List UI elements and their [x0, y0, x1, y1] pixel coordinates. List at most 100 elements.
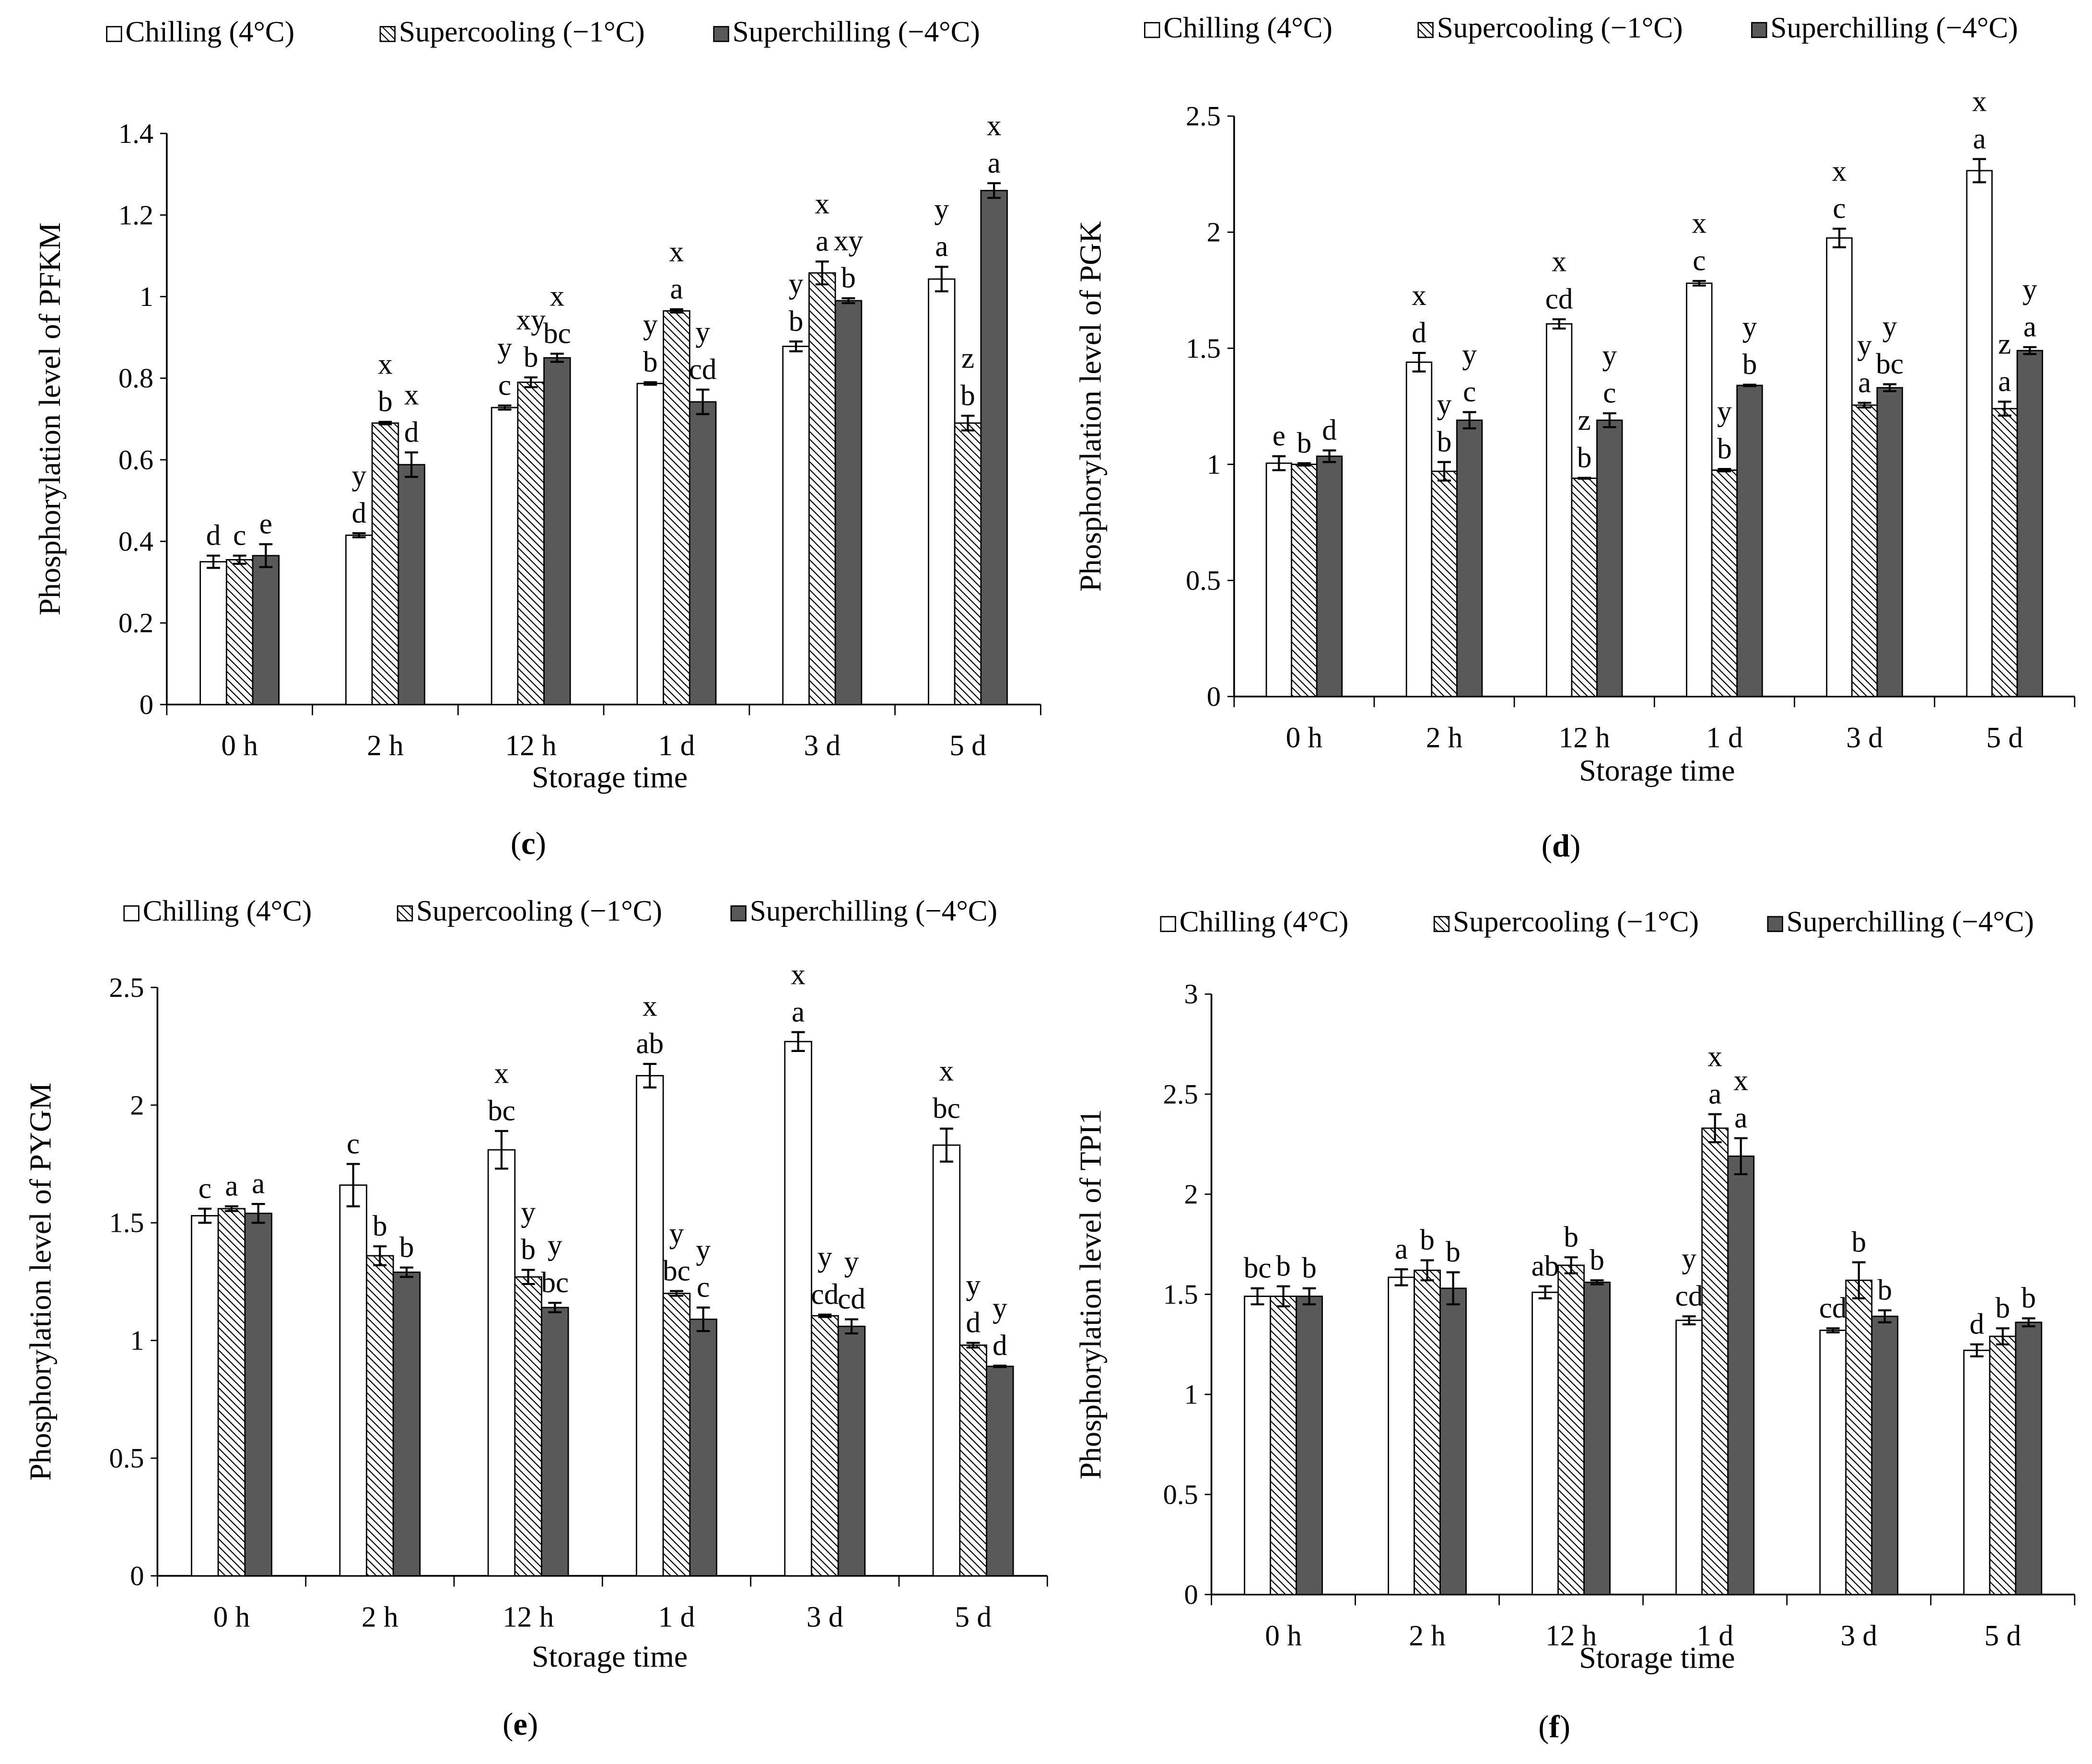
significance-label: d — [1969, 1308, 1984, 1341]
legend-swatch — [1767, 916, 1783, 932]
significance-label: y — [993, 1292, 1007, 1324]
panel-label: (d) — [1542, 829, 1581, 864]
significance-label: c — [1463, 375, 1476, 408]
bar-supercooling — [1557, 1264, 1585, 1595]
x-tick-label: 1 d — [658, 1600, 695, 1633]
x-tick-label: 2 h — [1409, 1619, 1446, 1652]
bar-superchilling — [986, 1366, 1014, 1577]
bar-supercooling — [1991, 408, 2018, 698]
bar-superchilling — [1871, 1315, 1899, 1595]
significance-label: ab — [1531, 1250, 1559, 1282]
bar-chilling — [191, 1215, 219, 1577]
bar-chilling — [339, 1184, 367, 1577]
significance-label: b — [1589, 1244, 1604, 1276]
significance-label: y — [2022, 273, 2037, 306]
bar-superchilling — [1296, 1296, 1323, 1595]
x-tick-label: 5 d — [949, 729, 986, 762]
significance-label: x — [1832, 155, 1847, 187]
bar-chilling — [345, 534, 373, 705]
bar-supercooling — [514, 1276, 542, 1577]
legend-swatch — [1144, 22, 1160, 38]
bar-chilling — [1963, 1349, 1991, 1595]
legend-swatch — [123, 905, 140, 922]
significance-label: cd — [1675, 1280, 1703, 1312]
significance-label: d — [1322, 414, 1337, 446]
significance-label: x — [404, 378, 419, 411]
x-tick-label: 0 h — [1265, 1619, 1302, 1652]
significance-label: z — [961, 342, 974, 374]
x-tick-label: 5 d — [1986, 721, 2023, 754]
bar-supercooling — [217, 1208, 246, 1577]
bar-supercooling — [1701, 1127, 1729, 1595]
significance-label: b — [1742, 348, 1757, 381]
y-tick-label: 2.5 — [109, 972, 144, 1003]
bar-supercooling — [517, 381, 545, 705]
legend-label: Superchilling (−4°C) — [733, 15, 980, 48]
x-tick-label: 12 h — [1545, 1619, 1597, 1652]
legend-label: Supercooling (−1°C) — [1437, 12, 1683, 44]
chart-panel-c: Chilling (4°C) Supercooling (−1°C) Superch… — [33, 15, 1041, 861]
significance-label: e — [1273, 420, 1286, 452]
panel-label: (c) — [511, 826, 546, 861]
significance-label: y — [1717, 395, 1732, 428]
significance-label: c — [199, 1172, 211, 1205]
bar-superchilling — [837, 1325, 866, 1577]
significance-label: b — [1420, 1224, 1435, 1256]
significance-label: b — [2022, 1282, 2036, 1314]
significance-label: y — [497, 332, 512, 364]
significance-label: cd — [1819, 1292, 1847, 1324]
bar-chilling — [1265, 462, 1293, 698]
bar-supercooling — [662, 1293, 691, 1577]
panel-label: (e) — [503, 1706, 538, 1742]
panel-letter: e — [513, 1706, 527, 1742]
y-tick-label: 3 — [1184, 979, 1198, 1010]
x-tick-label: 1 d — [1696, 1619, 1733, 1652]
significance-label: a — [792, 995, 805, 1028]
bar-supercooling — [959, 1344, 987, 1577]
significance-label: y — [1602, 339, 1617, 372]
y-tick-label: 1 — [130, 1325, 144, 1356]
significance-label: x — [987, 109, 1002, 142]
significance-label: b — [1717, 432, 1732, 465]
significance-label: a — [1858, 366, 1871, 399]
significance-label: b — [1297, 427, 1312, 459]
x-tick-label: 3 d — [1840, 1619, 1877, 1652]
legend-label: Supercooling (−1°C) — [399, 15, 645, 48]
significance-label: c — [347, 1127, 360, 1160]
significance-label: b — [378, 386, 393, 418]
significance-label: a — [225, 1170, 238, 1203]
y-tick-label: 1 — [1184, 1379, 1198, 1410]
significance-label: c — [1603, 377, 1616, 409]
significance-label: xy — [834, 224, 864, 257]
y-tick-label: 1.5 — [109, 1207, 144, 1238]
significance-label: z — [1578, 404, 1591, 436]
significance-label: z — [1998, 328, 2011, 361]
y-axis-title: Phosphorylation level of PGK — [1074, 221, 1108, 592]
significance-label: x — [1972, 85, 1987, 118]
significance-label: x — [1692, 207, 1707, 240]
bar-superchilling — [1316, 456, 1343, 698]
bar-chilling — [1826, 237, 1853, 698]
x-tick-label: 0 h — [213, 1600, 250, 1633]
significance-label: cd — [1545, 283, 1573, 315]
x-axis-title: Storage time — [1579, 1641, 1735, 1675]
x-tick-label: 5 d — [955, 1600, 992, 1633]
x-axis-title: Storage time — [1579, 753, 1735, 787]
y-tick-label: 1 — [1207, 449, 1221, 480]
bar-chilling — [1686, 282, 1713, 698]
bar-superchilling — [1583, 1281, 1611, 1595]
significance-label: xy — [516, 304, 546, 336]
significance-label: a — [252, 1168, 265, 1200]
significance-label: y — [1742, 311, 1757, 343]
bar-superchilling — [252, 555, 280, 705]
legend-swatch — [1417, 22, 1434, 38]
significance-label: bc — [663, 1254, 690, 1287]
significance-label: x — [1733, 1064, 1748, 1097]
significance-label: x — [550, 280, 565, 313]
y-tick-label: 0.6 — [118, 444, 153, 475]
y-axis-title: Phosphorylation level of PFKM — [33, 222, 67, 616]
bar-superchilling — [1439, 1287, 1467, 1595]
significance-label: bc — [541, 1266, 569, 1299]
significance-label: a — [1973, 122, 1986, 155]
